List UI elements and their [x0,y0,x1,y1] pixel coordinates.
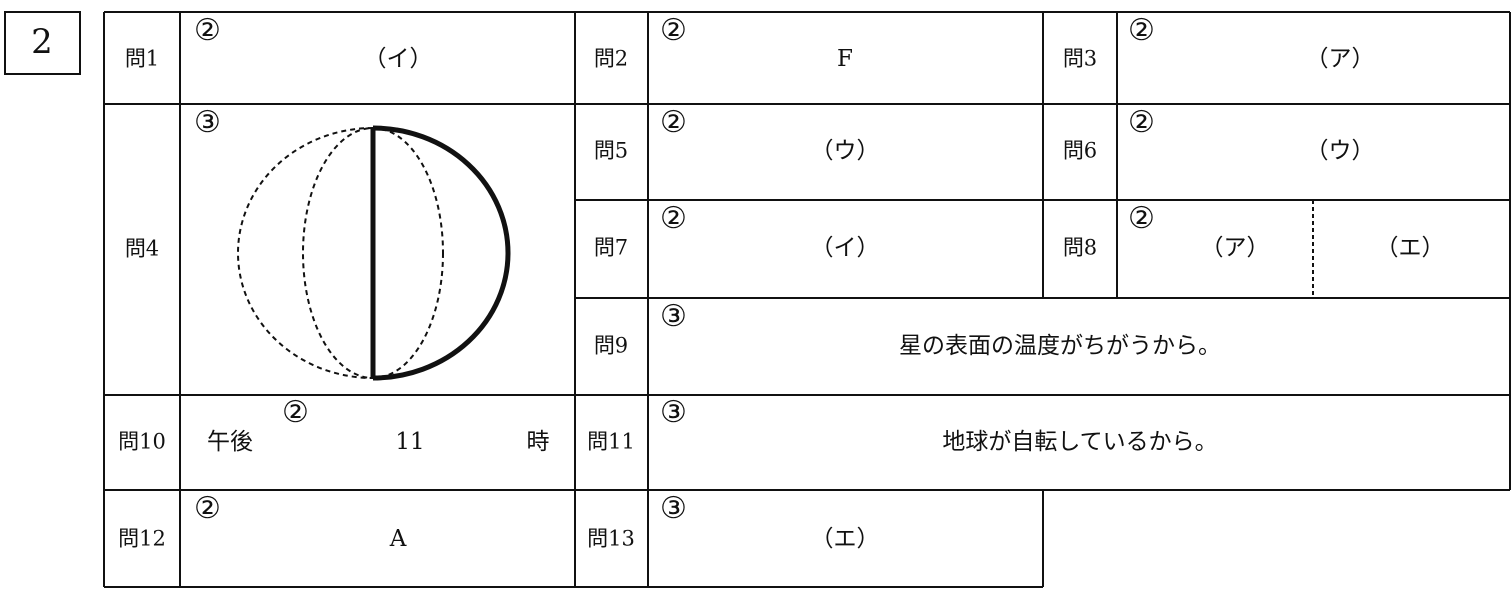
points: ② [194,491,221,526]
answer: （イ） [811,235,880,261]
points: ② [1128,201,1155,236]
grid [103,11,1511,588]
q-label: 問4 [125,237,159,261]
answer: 地球が自転しているから。 [942,429,1217,455]
points: ③ [194,105,221,140]
q-label: 問11 [587,430,635,454]
answer: （ア） [1306,46,1375,72]
answer: （エ） [1376,235,1445,261]
q-label: 問2 [594,47,628,71]
points: ② [194,13,221,48]
points: ③ [660,299,687,334]
answer: （イ） [364,46,433,72]
answer-suffix: 時 [527,429,550,455]
section-box [4,11,81,75]
answer: F [837,46,853,72]
q-label: 問1 [125,47,159,71]
points: ③ [660,491,687,526]
q-label: 問5 [594,139,628,163]
points: ② [660,13,687,48]
points: ② [1128,105,1155,140]
q-label: 問7 [594,236,628,260]
answer: （ウ） [1306,138,1375,164]
points: ② [660,105,687,140]
answer-prefix: 午後 [207,429,253,455]
answer: （ウ） [811,138,880,164]
q-label: 問12 [118,527,166,551]
q-label: 問13 [587,527,635,551]
q-label: 問6 [1063,139,1097,163]
points: ② [282,395,309,430]
answer: A [389,526,407,552]
q-label: 問10 [118,430,166,454]
answer: （ア） [1201,235,1270,261]
answer: 星の表面の温度がちがうから。 [899,333,1221,359]
answer: 11 [395,429,424,455]
q-label: 問8 [1063,236,1097,260]
moon-diagram [237,125,511,381]
q-label: 問9 [594,334,628,358]
points: ③ [660,395,687,430]
section-number: 2 [31,22,53,62]
points: ② [1128,13,1155,48]
q-label: 問3 [1063,47,1097,71]
answer: （エ） [811,526,880,552]
points: ② [660,201,687,236]
